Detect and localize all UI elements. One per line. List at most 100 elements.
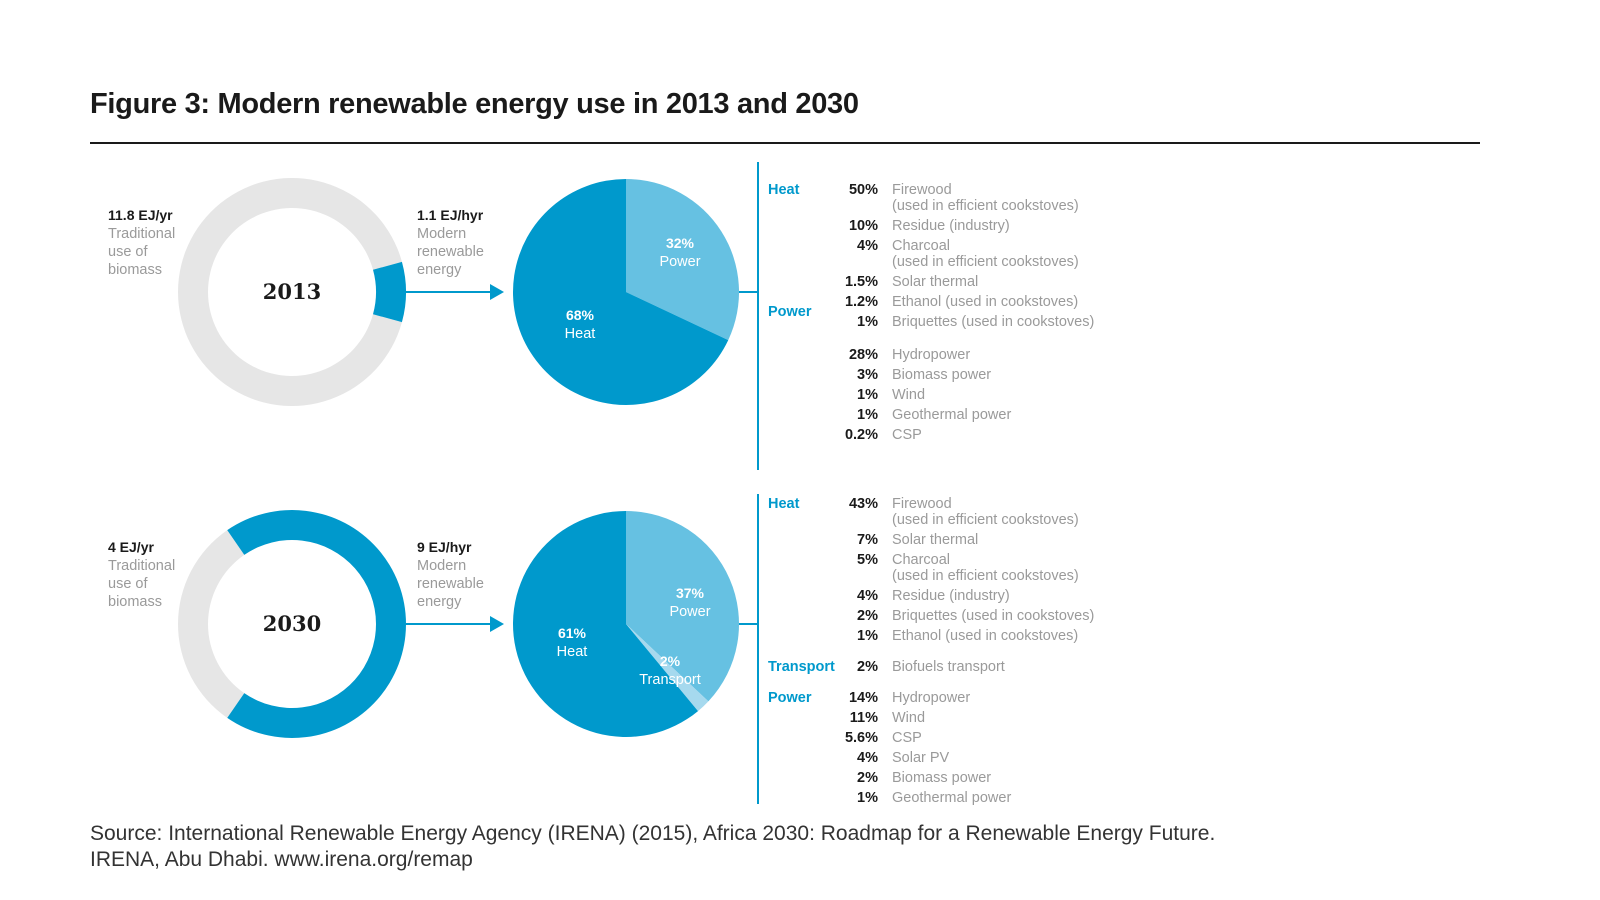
breakdown-item-name: Biofuels transport (892, 659, 1005, 675)
traditional-value-label: 11.8 EJ/yr (108, 207, 173, 223)
breakdown-item-name: CSP (892, 730, 922, 746)
traditional-text-label: Traditional (108, 558, 175, 574)
breakdown-item-name: Briquettes (used in cookstoves) (892, 314, 1094, 330)
pie-label-name-power: Power (659, 254, 700, 270)
breakdown-item-name: Solar thermal (892, 532, 978, 548)
source-line-2: IRENA, Abu Dhabi. www.irena.org/remap (90, 848, 473, 871)
breakdown-pct: 0.2% (845, 427, 878, 443)
pie-label-pct-power: 32% (666, 235, 695, 251)
breakdown-pct: 1% (857, 387, 878, 403)
breakdown-pct: 10% (849, 218, 878, 234)
traditional-value-label: 4 EJ/yr (108, 539, 154, 555)
pie-label-pct-transport: 2% (660, 653, 681, 669)
breakdown-pct: 5% (857, 552, 878, 568)
pie-slice-heat (512, 511, 699, 737)
pie-label-name-heat: Heat (557, 644, 588, 660)
breakdown-pct: 28% (849, 347, 878, 363)
donut-year-label: 2030 (263, 611, 321, 636)
traditional-text-label: biomass (108, 262, 162, 278)
breakdown-item-name: Wind (892, 387, 925, 403)
panel-2013: 2013 11.8 EJ/yr Traditional use of biomass 1.… (108, 162, 1094, 470)
breakdown-item-name: Briquettes (used in cookstoves) (892, 608, 1094, 624)
donut-segment-traditional (177, 530, 245, 718)
pie-slice-transport (626, 624, 709, 712)
breakdown-pct: 1% (857, 790, 878, 806)
pie-slice-heat (513, 179, 729, 406)
pie-label-pct-heat: 68% (566, 307, 595, 323)
pie-label-pct-heat: 61% (558, 625, 587, 641)
traditional-text-label: use of (108, 244, 148, 260)
breakdown-pct: 5.6% (845, 730, 878, 746)
breakdown-item-name: Geothermal power (892, 790, 1011, 806)
pie-label-pct-power: 37% (676, 585, 705, 601)
breakdown-item-name: Wind (892, 710, 925, 726)
breakdown-item-name: Hydropower (892, 347, 970, 363)
pie-slice-power (626, 511, 739, 702)
breakdown-item-name: Solar PV (892, 750, 950, 766)
traditional-text-label: biomass (108, 594, 162, 610)
breakdown-pct: 7% (857, 532, 878, 548)
breakdown-pct: 1% (857, 628, 878, 644)
pie-label-name-transport: Transport (639, 672, 701, 688)
breakdown-pct: 4% (857, 588, 878, 604)
figure-title: Figure 3: Modern renewable energy use in… (90, 88, 859, 120)
breakdown-pct: 2% (857, 608, 878, 624)
breakdown-pct: 14% (849, 690, 878, 706)
breakdown-item-name: (used in efficient cookstoves) (892, 568, 1079, 584)
breakdown-pct: 4% (857, 238, 878, 254)
category-label-heat: Heat (768, 182, 800, 198)
breakdown-item-name: Residue (industry) (892, 218, 1010, 234)
breakdown-item-name: Solar thermal (892, 274, 978, 290)
category-label-heat: Heat (768, 496, 800, 512)
breakdown-item-name: Ethanol (used in cookstoves) (892, 294, 1078, 310)
breakdown-pct: 50% (849, 182, 878, 198)
donut-segment-modern (373, 261, 407, 323)
category-label-power: Power (768, 304, 812, 320)
breakdown-pct: 1.5% (845, 274, 878, 290)
modern-text-label: energy (417, 594, 462, 610)
modern-text-label: renewable (417, 244, 484, 260)
traditional-text-label: Traditional (108, 226, 175, 242)
breakdown-pct: 1.2% (845, 294, 878, 310)
pie-label-name-heat: Heat (565, 326, 596, 342)
traditional-text-label: use of (108, 576, 148, 592)
breakdown-pct: 1% (857, 314, 878, 330)
breakdown-item-name: Biomass power (892, 770, 991, 786)
arrow-head-icon (490, 284, 504, 300)
breakdown-pct: 11% (850, 710, 878, 726)
breakdown-item-name: Ethanol (used in cookstoves) (892, 628, 1078, 644)
title-divider (90, 142, 1480, 144)
donut-segment-modern (227, 510, 406, 738)
breakdown-item-name: (used in efficient cookstoves) (892, 198, 1079, 214)
donut-year-label: 2013 (263, 279, 321, 304)
breakdown-pct: 3% (857, 367, 878, 383)
breakdown-pct: 2% (857, 659, 878, 675)
breakdown-pct: 1% (857, 407, 878, 423)
modern-text-label: renewable (417, 576, 484, 592)
breakdown-item-name: Residue (industry) (892, 588, 1010, 604)
breakdown-item-name: Firewood (892, 182, 952, 198)
category-label-transport: Transport (768, 659, 835, 675)
breakdown-item-name: (used in efficient cookstoves) (892, 254, 1079, 270)
breakdown-pct: 43% (849, 496, 878, 512)
breakdown-item-name: CSP (892, 427, 922, 443)
modern-text-label: energy (417, 262, 462, 278)
breakdown-item-name: Charcoal (892, 238, 950, 254)
panel-2030: 2030 4 EJ/yr Traditional use of biomass 9 EJ/… (108, 494, 1094, 806)
modern-text-label: Modern (417, 558, 466, 574)
breakdown-pct: 2% (857, 770, 878, 786)
breakdown-item-name: Hydropower (892, 690, 970, 706)
breakdown-item-name: Geothermal power (892, 407, 1011, 423)
source-line-1: Source: International Renewable Energy A… (90, 822, 1216, 845)
breakdown-item-name: Charcoal (892, 552, 950, 568)
pie-label-name-power: Power (669, 604, 710, 620)
arrow-head-icon (490, 616, 504, 632)
breakdown-item-name: Firewood (892, 496, 952, 512)
pie-slice-power (626, 179, 739, 341)
breakdown-pct: 4% (857, 750, 878, 766)
category-label-power: Power (768, 690, 812, 706)
modern-value-label: 1.1 EJ/hyr (417, 207, 484, 223)
modern-value-label: 9 EJ/hyr (417, 539, 472, 555)
breakdown-item-name: (used in efficient cookstoves) (892, 512, 1079, 528)
